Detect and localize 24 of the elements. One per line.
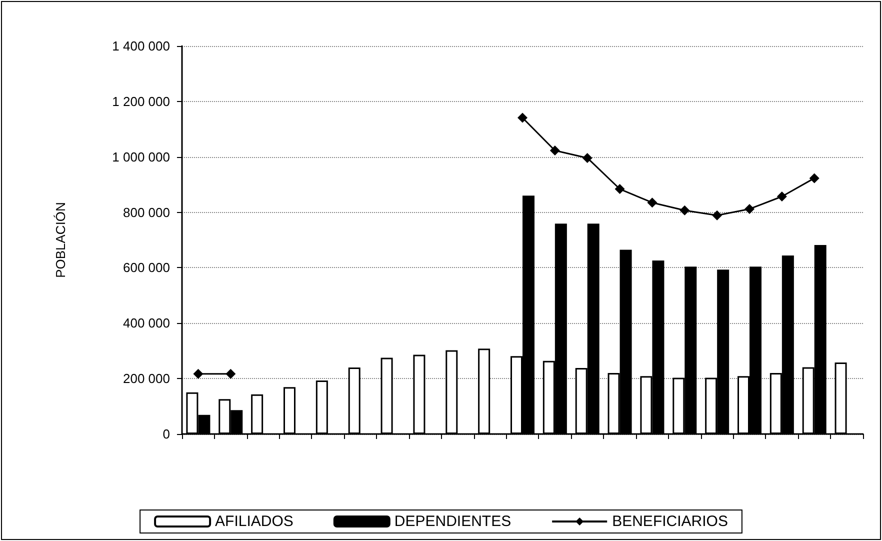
point	[680, 205, 690, 216]
y-tick-label: 0	[162, 426, 170, 442]
y-tick-label: 200 000	[123, 371, 170, 386]
point	[518, 112, 528, 123]
y-tick-label: 1 000 000	[112, 149, 170, 164]
legend-label: BENEFICIARIOS	[612, 513, 728, 530]
point	[809, 173, 820, 184]
point	[582, 152, 592, 163]
y-axis-title: POBLACIÓN	[53, 202, 68, 278]
y-tick-label: 1 400 000	[112, 38, 170, 54]
y-tick-label: 1 200 000	[112, 94, 170, 109]
legend-label: DEPENDIENTES	[394, 513, 512, 530]
legend-label: AFILIADOS	[215, 513, 294, 530]
y-tick-label: 600 000	[123, 260, 170, 276]
point	[647, 198, 658, 208]
point	[614, 184, 625, 194]
y-tick-label: 400 000	[123, 316, 170, 331]
point	[193, 368, 204, 379]
point	[744, 204, 754, 214]
y-tick-label: 800 000	[123, 204, 170, 220]
point	[712, 210, 722, 220]
point	[776, 191, 787, 202]
point	[550, 145, 560, 156]
point	[226, 368, 236, 379]
